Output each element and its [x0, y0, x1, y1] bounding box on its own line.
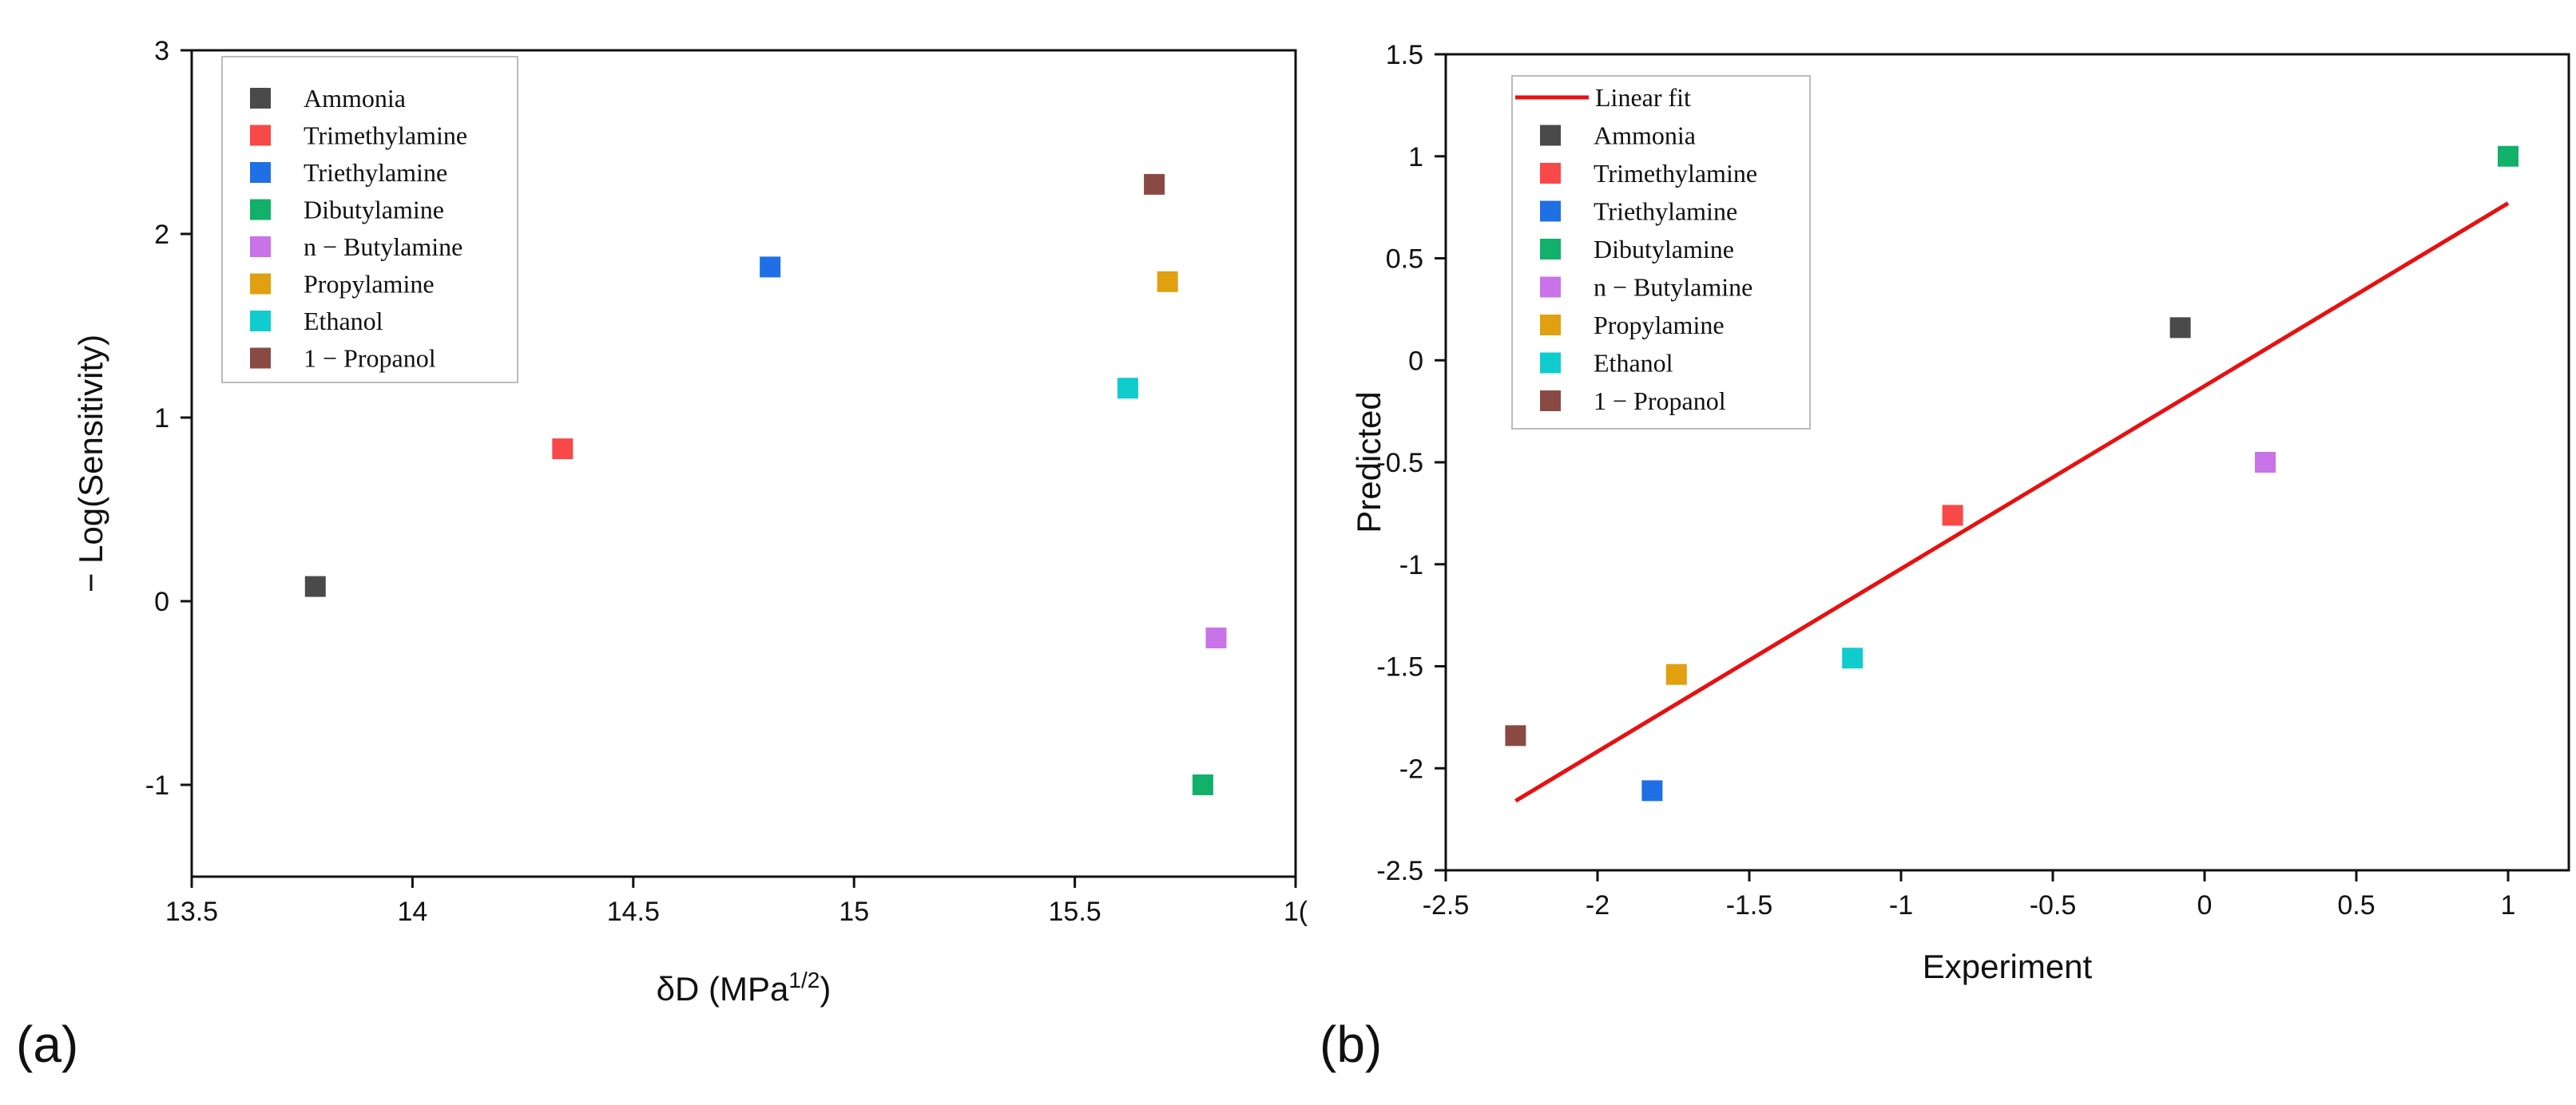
legend-label: Linear fit [1595, 83, 1691, 112]
x-tick-label: -1 [1889, 890, 1913, 921]
data-point [1505, 725, 1526, 747]
data-point [1942, 505, 1963, 526]
legend-label: Propylamine [1594, 311, 1725, 339]
legend-label: Trimethylamine [1594, 159, 1757, 188]
legend-swatch [1540, 315, 1561, 335]
x-tick-label: 0.5 [2337, 890, 2375, 921]
x-tick-label: 15.5 [1049, 897, 1101, 927]
legend-label: Triethylamine [304, 158, 447, 187]
legend-label: Ethanol [304, 307, 383, 335]
x-tick-label: 14 [397, 897, 427, 927]
chart-panel-b: -2.5 -2 -1.5 -1 -0.5 0 0.5 1 -2.5 -2 -1.5 -1 -0.5 0 0.… [1320, 40, 2570, 1073]
y-tick-label: 0 [1408, 346, 1423, 376]
x-tick-label: 13.5 [165, 897, 218, 927]
data-point [1192, 774, 1213, 795]
legend-label: 1 − Propanol [304, 344, 436, 373]
y-tick-label: 1 [154, 403, 169, 434]
data-point [760, 256, 781, 278]
legend-swatch [1540, 163, 1561, 184]
legend-swatch [1540, 390, 1561, 411]
x-axis-title: δD (MPa1/2) [657, 968, 832, 1008]
legend: Ammonia Trimethylamine Triethylamine Dibuty… [221, 56, 518, 383]
x-tick-label: -1.5 [1726, 890, 1773, 921]
data-point [304, 576, 326, 597]
data-point [1205, 628, 1227, 648]
legend-swatch [250, 199, 271, 220]
legend-label: Triethylamine [1594, 197, 1737, 226]
y-tick-label: 1.5 [1386, 40, 1423, 70]
data-point [1665, 663, 1687, 685]
linear-fit-line [1514, 201, 2510, 803]
legend-label: Trimethylamine [304, 121, 467, 150]
data-point [1157, 271, 1178, 292]
y-tick-label: -1 [145, 770, 169, 801]
legend-label: Propylamine [304, 270, 435, 299]
legend-label: Ethanol [1594, 349, 1673, 378]
legend-swatch [250, 347, 271, 369]
legend-swatch [250, 236, 271, 257]
x-tick-label: -2.5 [1423, 890, 1470, 921]
data-point [1117, 378, 1138, 399]
legend-box [1511, 75, 1811, 430]
panel-label: (b) [1320, 1016, 1382, 1073]
legend: Linear fit Ammonia Trimethylamine Triethyla… [1511, 75, 1811, 430]
x-tick-label: 14.5 [607, 897, 660, 927]
y-tick-label: 0 [154, 587, 169, 617]
y-tick-label: 1 [1408, 142, 1423, 172]
y-tick-label: 2 [154, 220, 169, 250]
y-tick-label: -1.5 [1376, 652, 1423, 683]
panel-label: (a) [16, 1016, 78, 1073]
y-tick-label: 3 [154, 36, 169, 66]
legend-box [221, 56, 518, 383]
legend-label: Ammonia [1594, 121, 1696, 150]
legend-swatch [1540, 239, 1561, 259]
legend-swatch [1540, 125, 1561, 146]
legend-label: 1 − Propanol [1594, 386, 1726, 415]
legend-label: n − Butylamine [1594, 273, 1752, 302]
data-point [2169, 317, 2191, 339]
x-axis-title: Experiment [1923, 948, 2093, 985]
legend-swatch [250, 162, 271, 183]
data-point [1842, 648, 1864, 669]
legend-swatch [1540, 352, 1561, 374]
legend-label: Dibutylamine [304, 196, 444, 224]
x-tick-label: 15 [839, 897, 869, 927]
data-point [2255, 452, 2276, 473]
data-point [1144, 173, 1165, 195]
x-tick-label: 0 [2197, 890, 2213, 921]
y-tick-label: -1 [1399, 550, 1423, 580]
legend-label: Ammonia [304, 84, 406, 113]
x-tick-label: -2 [1586, 890, 1610, 921]
data-point [552, 438, 574, 460]
legend-swatch [250, 88, 271, 109]
legend-label: Dibutylamine [1594, 235, 1734, 263]
data-point [1641, 780, 1663, 802]
y-tick-label: -0.5 [1376, 448, 1423, 478]
data-point [2498, 145, 2518, 167]
y-tick-label: -2.5 [1376, 856, 1423, 886]
x-tick-label: 1( [1284, 897, 1308, 927]
chart-panel-a: 13.5 14 14.5 15 15.5 1( -1 0 1 2 3 δD (MPa1/2) − Log… [16, 36, 1308, 1073]
x-tick-label: -0.5 [2030, 890, 2077, 921]
legend-swatch [1540, 200, 1561, 222]
legend-swatch [250, 273, 271, 295]
legend-swatch [250, 311, 271, 331]
plot-frame [190, 49, 1297, 878]
x-tick-label: 1 [2501, 890, 2516, 921]
legend-label: n − Butylamine [304, 232, 462, 261]
y-axis-title: Predicted [1350, 391, 1387, 533]
legend-swatch [1540, 276, 1561, 298]
y-tick-label: -2 [1399, 754, 1423, 784]
legend-swatch [250, 125, 271, 146]
y-axis-title: − Log(Sensitivity) [72, 335, 109, 592]
y-tick-label: 0.5 [1386, 244, 1423, 275]
